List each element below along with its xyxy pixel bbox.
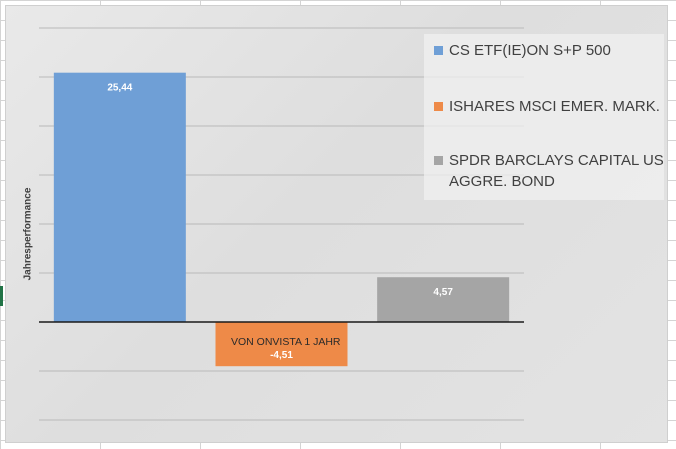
legend-item: CS ETF(IE)ON S+P 500: [434, 40, 665, 61]
legend-swatch: [434, 46, 443, 55]
active-cell-marker: [0, 286, 3, 306]
y-axis-label: Jahresperformance: [22, 187, 34, 281]
chart-annotation: VON ONVISTA 1 JAHR: [231, 336, 341, 348]
legend-swatch: [434, 102, 443, 111]
chart-area[interactable]: 25,44 -4,51 4,57 Jahresperformance VON ONV…: [5, 5, 668, 443]
plot-area: 25,44 -4,51 4,57: [39, 27, 524, 421]
legend-label: SPDR BARCLAYS CAPITAL US AGGRE. BOND: [449, 152, 664, 190]
legend-swatch: [434, 156, 443, 165]
legend-item: ISHARES MSCI EMER. MARK.: [434, 96, 665, 117]
legend-label: CS ETF(IE)ON S+P 500: [449, 42, 611, 59]
bar[interactable]: [377, 277, 510, 322]
bar[interactable]: [53, 72, 186, 322]
bars: [53, 72, 510, 367]
legend[interactable]: CS ETF(IE)ON S+P 500 ISHARES MSCI EMER. …: [424, 34, 664, 200]
data-label: 4,57: [433, 287, 453, 298]
legend-item: SPDR BARCLAYS CAPITAL US AGGRE. BOND: [434, 150, 665, 192]
data-label: 25,44: [107, 83, 132, 94]
legend-label: ISHARES MSCI EMER. MARK.: [449, 98, 660, 115]
data-label: -4,51: [270, 350, 293, 361]
value-labels: 25,44 -4,51 4,57: [107, 83, 453, 362]
bar[interactable]: [215, 322, 348, 367]
